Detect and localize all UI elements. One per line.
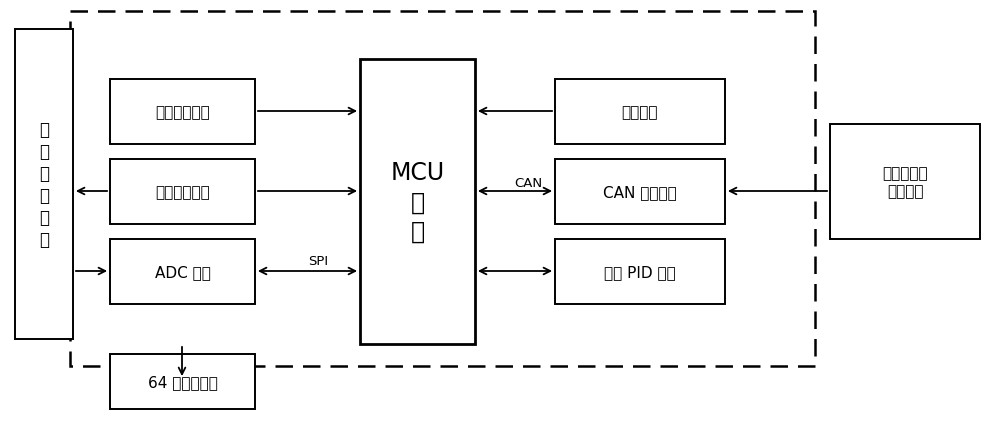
Text: MCU
模
块: MCU 模 块 [390,161,445,244]
Text: 电源单元: 电源单元 [622,105,658,120]
Bar [15,30,73,339]
Text: SPI: SPI [308,254,328,268]
Text: ADC 模块: ADC 模块 [155,265,210,279]
Bar [70,12,815,366]
Bar [555,239,725,304]
Text: 温度采样控制: 温度采样控制 [155,184,210,199]
Bar [555,160,725,225]
Bar [830,125,980,239]
Bar [110,80,255,145]
Bar [555,80,725,145]
Text: 温度控制电路: 温度控制电路 [155,105,210,120]
Text: 64 路加热元件: 64 路加热元件 [148,374,217,389]
Text: 计算机图像
解析单元: 计算机图像 解析单元 [882,165,928,199]
Bar [110,354,255,409]
Text: CAN: CAN [514,177,542,190]
Text: 变速 PID 算法: 变速 PID 算法 [604,265,676,279]
Text: 温
度
采
样
单
元: 温 度 采 样 单 元 [39,120,49,249]
Bar [110,160,255,225]
Bar [360,60,475,344]
Bar [110,239,255,304]
Text: CAN 驱动电路: CAN 驱动电路 [603,184,677,199]
